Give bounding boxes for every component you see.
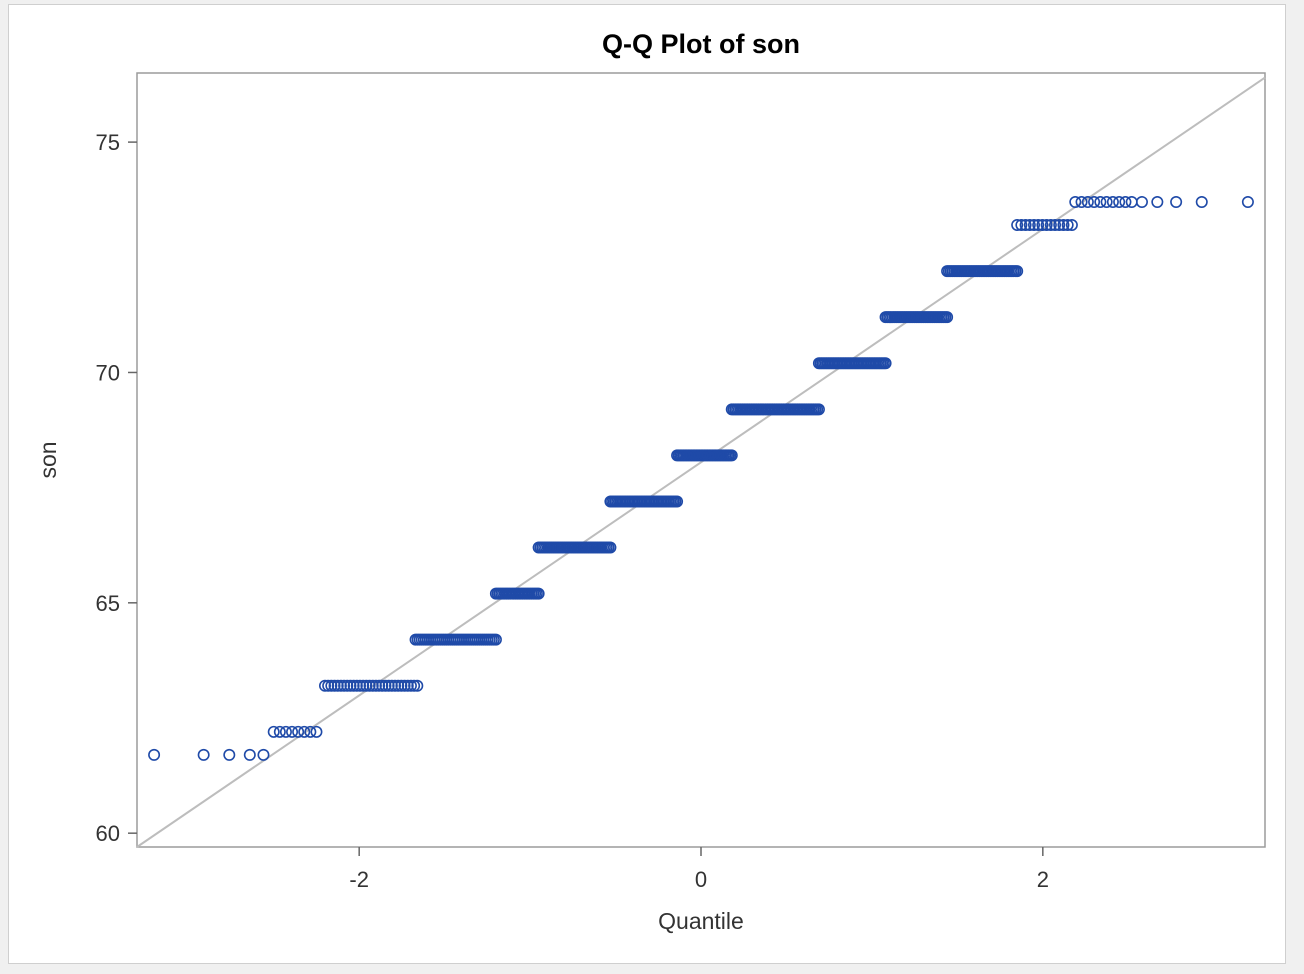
x-axis-title: Quantile [658,908,744,934]
data-point [344,679,357,692]
data-point [273,725,286,738]
data-point [1094,196,1107,209]
data-point [1170,196,1183,209]
data-point [1011,265,1024,278]
data-point [350,679,363,692]
data-point [725,449,738,462]
data-point [604,541,617,554]
data-point [1151,196,1164,209]
x-tick-label: 2 [1037,867,1049,892]
data-point [341,679,354,692]
y-tick-label: 75 [96,130,120,155]
data-point [382,679,395,692]
y-axis: 60 65 70 75 [96,130,137,846]
data-point [1065,219,1078,232]
data-point [671,495,684,508]
data-point [1113,196,1126,209]
data-point [1011,219,1024,232]
data-point [1061,219,1074,232]
data-point [404,679,417,692]
data-point [1119,196,1132,209]
data-point [1100,196,1113,209]
data-point [1028,219,1041,232]
data-point [369,679,382,692]
data-point [1195,196,1208,209]
data-point [325,679,338,692]
y-axis-title: son [35,441,61,478]
x-tick-label: 0 [695,867,707,892]
data-point [532,587,545,600]
data-point [1057,219,1070,232]
data-point [310,725,323,738]
y-tick-label: 65 [96,591,120,616]
data-point [1040,219,1053,232]
y-tick-label: 70 [96,360,120,385]
data-point [243,748,256,761]
data-point [1075,196,1088,209]
data-point [395,679,408,692]
data-point [298,725,311,738]
chart-title: Q-Q Plot of son [602,29,800,59]
data-point [304,725,317,738]
data-point [1241,196,1254,209]
data-point [1088,196,1101,209]
data-point [398,679,411,692]
data-point [401,679,414,692]
data-point [292,725,305,738]
data-point [385,679,398,692]
data-point [392,679,405,692]
data-point [1036,219,1049,232]
data-point [331,679,344,692]
x-axis: -2 0 2 [349,847,1049,892]
data-points [148,196,1254,761]
data-point [360,679,373,692]
data-point [408,679,421,692]
data-point [338,679,351,692]
data-point [489,633,502,646]
data-point [148,748,161,761]
data-point [1015,219,1028,232]
y-tick-label: 60 [96,821,120,846]
data-point [279,725,292,738]
data-point [286,725,299,738]
data-point [334,679,347,692]
data-point [812,403,825,416]
data-point [1069,196,1082,209]
data-point [223,748,236,761]
data-point [322,679,335,692]
data-point [1106,196,1119,209]
data-point [257,748,270,761]
data-point [376,679,389,692]
data-point [328,679,341,692]
data-point [1019,219,1032,232]
data-point [879,357,892,370]
data-point [1023,219,1036,232]
data-point [197,748,210,761]
data-point [1044,219,1057,232]
data-point [267,725,280,738]
data-point [366,679,379,692]
data-point [389,679,402,692]
data-point [1053,219,1066,232]
data-point [1081,196,1094,209]
data-point [363,679,376,692]
data-point [318,679,331,692]
data-point [373,679,386,692]
data-point [1135,196,1148,209]
x-tick-label: -2 [349,867,369,892]
data-point [347,679,360,692]
data-point [941,311,954,324]
data-point [1032,219,1045,232]
data-point [357,679,370,692]
data-point [411,679,424,692]
data-point [354,679,367,692]
data-point [1049,219,1062,232]
data-point [379,679,392,692]
